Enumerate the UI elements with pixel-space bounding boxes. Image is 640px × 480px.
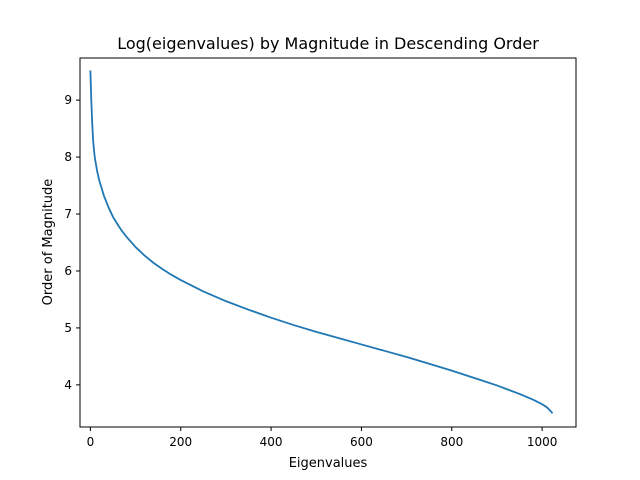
chart-title: Log(eigenvalues) by Magnitude in Descend… [117, 34, 539, 53]
x-tick-label: 0 [87, 435, 95, 449]
y-tick-label: 5 [64, 321, 72, 335]
x-tick-label: 1000 [527, 435, 558, 449]
series-line [89, 70, 554, 414]
y-tick-label: 9 [64, 93, 72, 107]
x-tick-label: 400 [260, 435, 283, 449]
plot-area-frame [79, 57, 577, 428]
y-tick-label: 7 [64, 207, 72, 221]
x-tick-label: 800 [440, 435, 463, 449]
y-axis: 4 5 6 7 8 9 [64, 93, 80, 392]
y-tick-label: 4 [64, 378, 72, 392]
y-tick-label: 6 [64, 264, 72, 278]
x-tick-label: 600 [350, 435, 373, 449]
y-axis-label: Order of Magnitude [41, 179, 56, 306]
x-tick-label: 200 [169, 435, 192, 449]
x-axis: 0 200 400 600 800 1000 [87, 427, 558, 449]
x-axis-label: Eigenvalues [289, 456, 368, 471]
y-tick-label: 8 [64, 150, 72, 164]
